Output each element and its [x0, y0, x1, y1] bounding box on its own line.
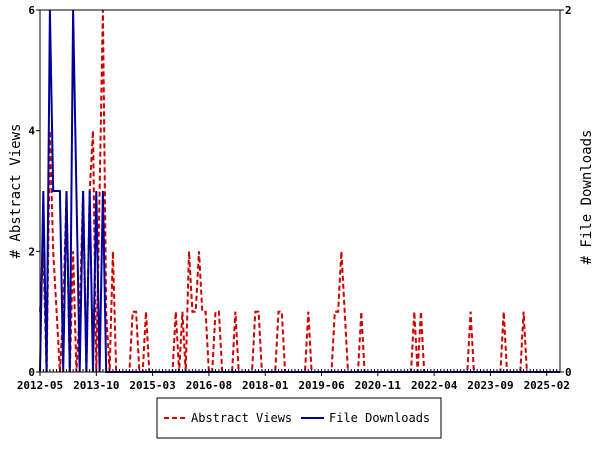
- y-left-tick-label: 4: [28, 125, 35, 138]
- x-axis: 2012-05 2013-10 2015-03 2016-08 2018-01 2019-…: [17, 369, 570, 392]
- y-right-tick-label: 2: [565, 4, 572, 17]
- x-tick-label: 2019-06: [298, 379, 345, 392]
- y-left-tick-label: 0: [28, 366, 35, 379]
- x-tick-label: 2022-04: [411, 379, 458, 392]
- legend-label-file-downloads: File Downloads: [329, 411, 430, 425]
- x-tick-label: 2025-02: [524, 379, 570, 392]
- legend-box: [156, 397, 442, 439]
- plot-frame: [39, 9, 561, 373]
- x-tick-label: 2015-03: [129, 379, 175, 392]
- legend: Abstract Views File Downloads: [156, 397, 442, 439]
- x-tick-label: 2020-11: [355, 379, 402, 392]
- x-tick-label: 2018-01: [242, 379, 289, 392]
- legend-label-abstract-views: Abstract Views: [191, 411, 292, 425]
- y-left-tick-label: 6: [28, 4, 35, 17]
- y-axis-right: 02: [560, 4, 572, 379]
- y-right-tick-label: 0: [565, 366, 572, 379]
- y-axis-title-left: # Abstract Views: [8, 124, 24, 259]
- x-tick-label: 2012-05: [17, 379, 63, 392]
- x-tick-label: 2016-08: [186, 379, 232, 392]
- y-left-tick-label: 2: [28, 245, 35, 258]
- x-tick-label: 2013-10: [73, 379, 119, 392]
- y-axis-left: 0 2 4 6: [28, 4, 40, 379]
- y-axis-title-right: # File Downloads: [579, 130, 595, 265]
- x-tick-label: 2023-09: [467, 379, 513, 392]
